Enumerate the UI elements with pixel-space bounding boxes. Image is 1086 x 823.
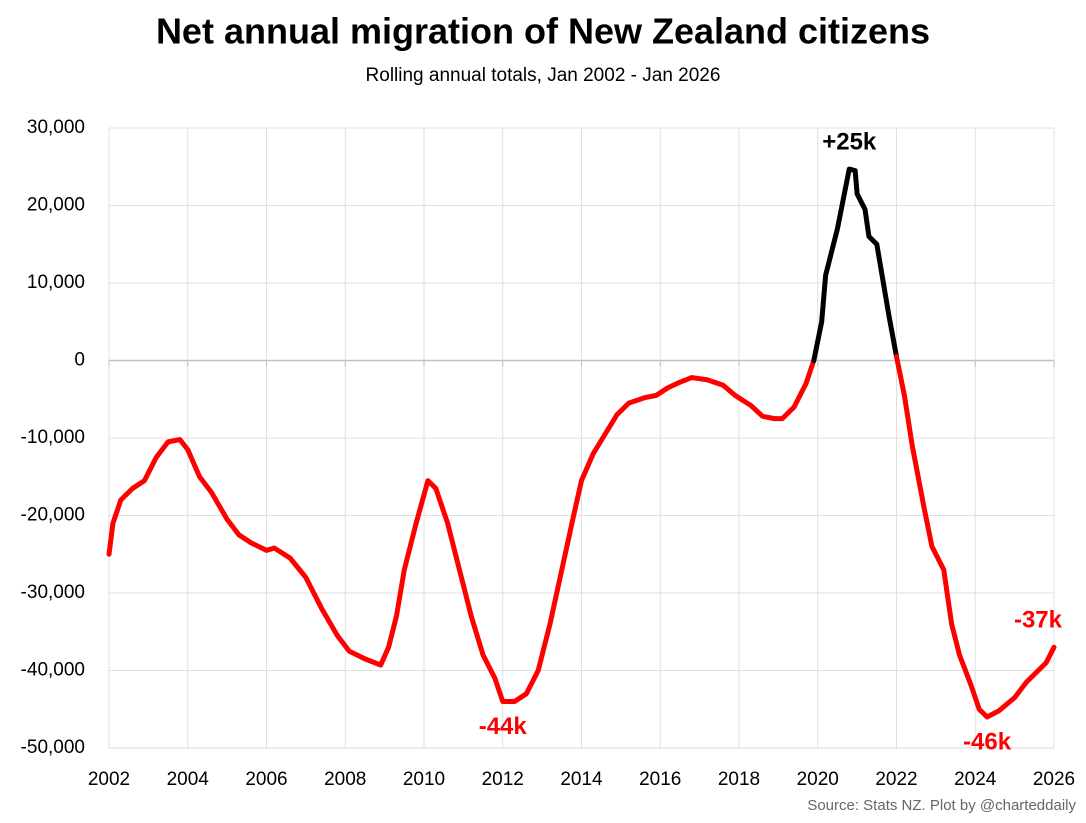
y-tick-label: -30,000 [21,582,85,603]
x-tick-label: 2004 [167,769,210,790]
annotation: -37k [1014,607,1063,634]
annotation: +25k [822,128,877,155]
line-series [894,354,1057,720]
x-tick-label: 2026 [1033,769,1075,790]
x-tick-label: 2008 [324,769,366,790]
x-tick-label: 2020 [797,769,839,790]
y-tick-label: -40,000 [21,660,85,681]
x-tick-label: 2018 [718,769,760,790]
y-tick-label: 10,000 [27,272,85,293]
y-tick-label: -20,000 [21,505,85,526]
x-tick-label: 2022 [875,769,917,790]
y-tick-label: -10,000 [21,427,85,448]
x-tick-label: 2012 [482,769,524,790]
x-tick-label: 2006 [245,769,287,790]
x-tick-label: 2002 [88,769,130,790]
annotation: -46k [963,728,1012,755]
line-series [106,358,817,704]
x-tick-label: 2024 [954,769,997,790]
x-tick-label: 2014 [560,769,603,790]
y-tick-label: 30,000 [27,117,85,138]
annotation: -44k [479,713,528,740]
line-series [811,166,899,363]
y-tick-label: -50,000 [21,737,85,758]
y-tick-label: 0 [74,350,85,371]
chart-subtitle: Rolling annual totals, Jan 2002 - Jan 20… [366,65,721,86]
y-tick-label: 20,000 [27,195,85,216]
chart-title: Net annual migration of New Zealand citi… [156,11,930,52]
source-note: Source: Stats NZ. Plot by @charteddaily [807,797,1076,814]
x-tick-label: 2010 [403,769,445,790]
x-tick-label: 2016 [639,769,681,790]
